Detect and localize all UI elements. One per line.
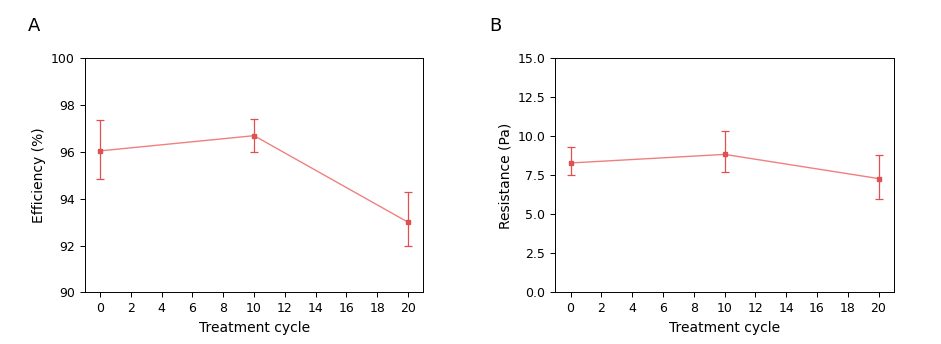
Text: A: A — [28, 17, 40, 35]
Text: B: B — [489, 17, 502, 35]
X-axis label: Treatment cycle: Treatment cycle — [199, 321, 310, 335]
Y-axis label: Resistance (Pa): Resistance (Pa) — [498, 122, 512, 228]
X-axis label: Treatment cycle: Treatment cycle — [669, 321, 780, 335]
Y-axis label: Efficiency (%): Efficiency (%) — [32, 128, 45, 223]
